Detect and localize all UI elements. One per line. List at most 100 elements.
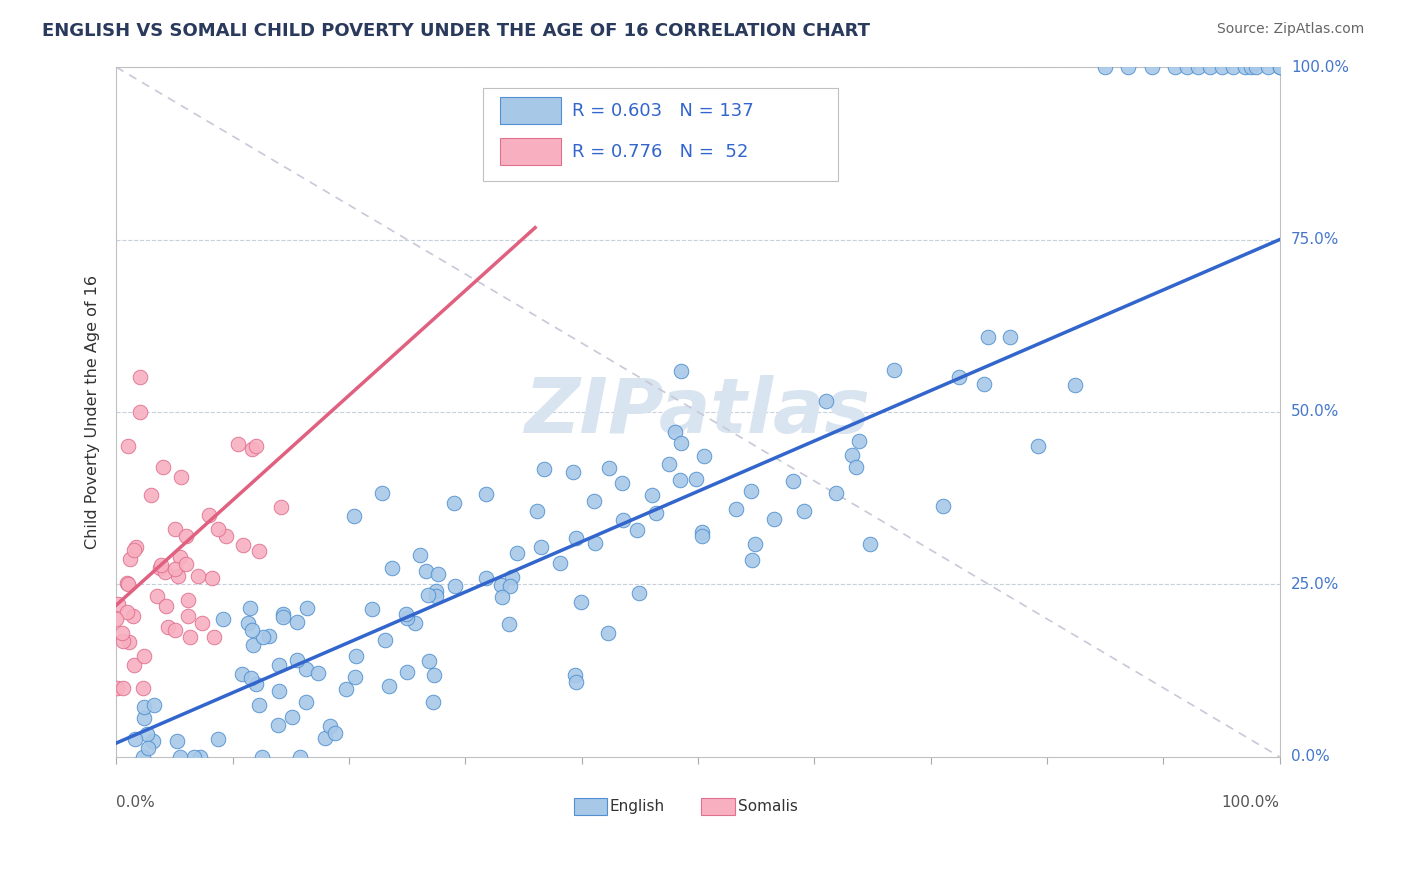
Point — [815, 394, 838, 409]
Point — [931, 499, 953, 513]
Point — [582, 493, 605, 508]
Point — [1211, 60, 1233, 74]
Point — [1222, 60, 1244, 74]
Point — [122, 543, 145, 558]
Text: English: English — [610, 799, 665, 814]
Point — [425, 584, 447, 599]
Point — [491, 590, 513, 604]
Point — [744, 536, 766, 550]
Point — [335, 682, 357, 697]
Point — [212, 612, 235, 626]
Point — [202, 631, 225, 645]
FancyBboxPatch shape — [501, 96, 561, 124]
Point — [824, 486, 846, 500]
Point — [489, 578, 512, 592]
Point — [245, 677, 267, 691]
Point — [117, 440, 139, 454]
Point — [169, 750, 191, 764]
Point — [191, 615, 214, 630]
Point — [314, 731, 336, 746]
Point — [741, 552, 763, 566]
Point — [207, 522, 229, 536]
Point — [848, 434, 870, 448]
Point — [247, 698, 270, 713]
Point — [323, 726, 346, 740]
Point — [1268, 60, 1291, 74]
Point — [1028, 439, 1050, 453]
Point — [143, 698, 166, 713]
Point — [136, 727, 159, 741]
Point — [307, 665, 329, 680]
Point — [121, 609, 143, 624]
Point — [177, 592, 200, 607]
Point — [1164, 60, 1187, 74]
Point — [740, 483, 762, 498]
Point — [124, 657, 146, 672]
Point — [565, 675, 588, 690]
Point — [610, 475, 633, 490]
Point — [658, 457, 681, 471]
Point — [152, 460, 174, 475]
Point — [948, 369, 970, 384]
Point — [174, 557, 197, 571]
Point — [163, 624, 186, 638]
Point — [561, 465, 583, 479]
Point — [378, 680, 401, 694]
Point — [271, 610, 294, 624]
Point — [146, 589, 169, 603]
Point — [112, 681, 135, 695]
Point — [187, 568, 209, 582]
Point — [361, 602, 384, 616]
Point — [640, 488, 662, 502]
Point — [1239, 60, 1261, 74]
Point — [238, 616, 260, 631]
Point — [132, 711, 155, 725]
Point — [226, 437, 249, 451]
Text: R = 0.776   N =  52: R = 0.776 N = 52 — [572, 143, 749, 161]
Point — [295, 662, 318, 676]
Point — [1233, 60, 1256, 74]
Point — [628, 585, 651, 599]
Point — [285, 653, 308, 667]
Point — [344, 649, 367, 664]
Point — [583, 536, 606, 550]
Point — [169, 549, 191, 564]
Point — [111, 633, 134, 648]
Point — [598, 625, 620, 640]
Point — [425, 589, 447, 603]
Point — [163, 562, 186, 576]
Point — [762, 512, 785, 526]
Point — [297, 601, 319, 615]
Point — [644, 506, 666, 520]
Point — [1175, 60, 1198, 74]
Point — [131, 681, 153, 695]
Point — [598, 460, 620, 475]
Point — [475, 571, 498, 585]
Point — [215, 529, 238, 543]
Point — [269, 658, 291, 673]
Point — [149, 560, 172, 574]
Point — [267, 684, 290, 698]
Point — [1257, 60, 1279, 74]
Point — [165, 522, 187, 536]
Point — [371, 486, 394, 500]
Point — [118, 551, 141, 566]
Point — [426, 566, 449, 581]
Text: 25.0%: 25.0% — [1291, 577, 1339, 592]
Point — [240, 442, 263, 457]
Point — [690, 525, 713, 540]
Point — [136, 740, 159, 755]
Point — [1118, 60, 1140, 74]
FancyBboxPatch shape — [501, 138, 561, 165]
Point — [198, 508, 221, 523]
Point — [155, 599, 177, 613]
Point — [156, 619, 179, 633]
Point — [1187, 60, 1209, 74]
Point — [505, 546, 527, 560]
Point — [685, 472, 707, 486]
Point — [858, 537, 880, 551]
Point — [294, 695, 316, 709]
Point — [247, 544, 270, 558]
Point — [498, 616, 520, 631]
Point — [408, 548, 430, 562]
